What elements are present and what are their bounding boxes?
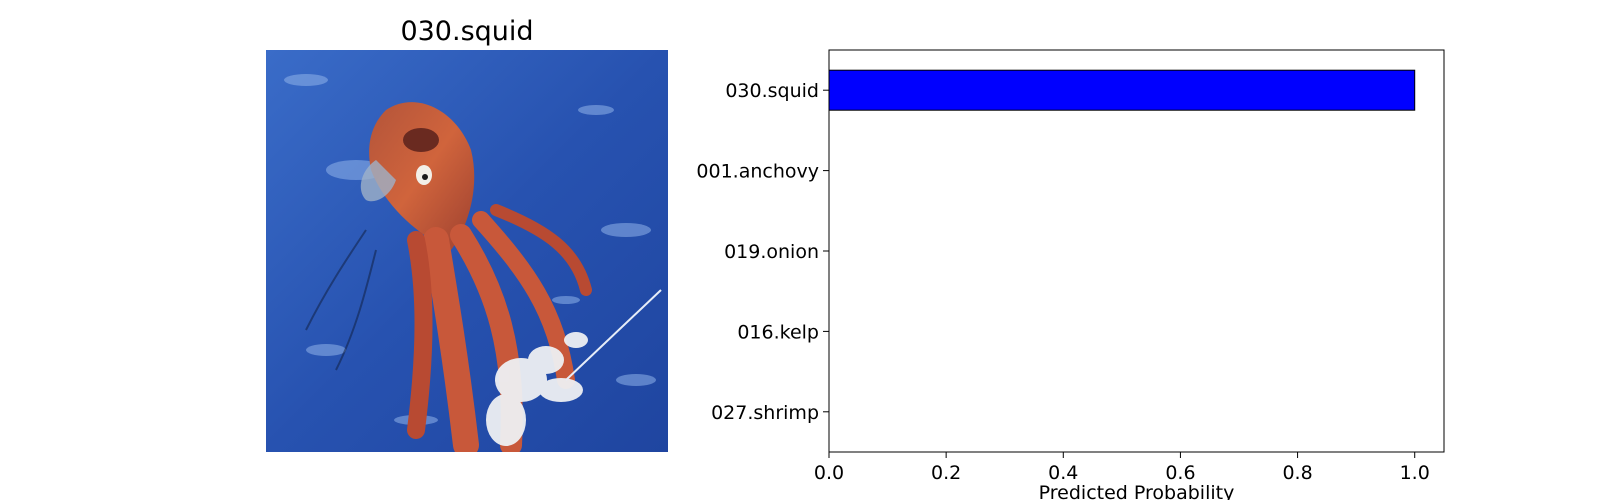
- x-tick-label: 0.4: [1048, 462, 1078, 484]
- y-tick-label: 001.anchovy: [696, 161, 819, 183]
- x-tick-label: 0.6: [1165, 462, 1195, 484]
- x-tick-label: 1.0: [1400, 462, 1430, 484]
- y-tick-label: 019.onion: [724, 241, 819, 263]
- x-tick-label: 0.2: [931, 462, 961, 484]
- image-title: 030.squid: [400, 16, 534, 47]
- x-axis-label: Predicted Probability: [1039, 482, 1235, 500]
- bar-030-squid: [828, 69, 1416, 111]
- x-tick-label: 0.0: [814, 462, 844, 484]
- squid-photo: [266, 50, 668, 452]
- y-tick-label: 016.kelp: [737, 321, 819, 343]
- x-tick-label: 0.8: [1282, 462, 1312, 484]
- y-tick-label: 027.shrimp: [711, 402, 819, 424]
- squid-photo-graphic: [266, 50, 668, 452]
- y-tick-label: 030.squid: [725, 80, 819, 102]
